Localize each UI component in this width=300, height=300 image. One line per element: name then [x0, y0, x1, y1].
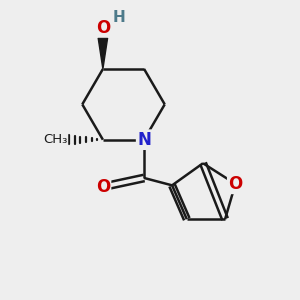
Polygon shape [98, 38, 108, 69]
Text: O: O [96, 19, 110, 37]
Text: O: O [96, 178, 110, 196]
Text: H: H [113, 10, 125, 25]
Text: CH₃: CH₃ [43, 133, 68, 146]
Text: N: N [137, 131, 151, 149]
Text: O: O [228, 175, 242, 193]
